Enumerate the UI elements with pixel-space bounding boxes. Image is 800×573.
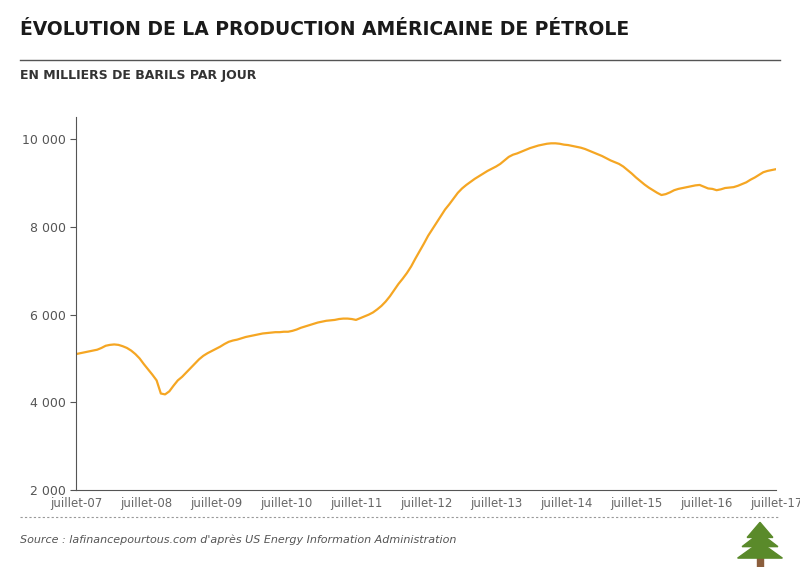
Polygon shape bbox=[747, 523, 773, 537]
Polygon shape bbox=[738, 542, 782, 558]
Text: ÉVOLUTION DE LA PRODUCTION AMÉRICAINE DE PÉTROLE: ÉVOLUTION DE LA PRODUCTION AMÉRICAINE DE… bbox=[20, 20, 629, 39]
Text: Source : lafinancepourtous.com d'après US Energy Information Administration: Source : lafinancepourtous.com d'après U… bbox=[20, 534, 456, 544]
Polygon shape bbox=[742, 533, 778, 547]
Bar bbox=[757, 556, 763, 567]
Text: EN MILLIERS DE BARILS PAR JOUR: EN MILLIERS DE BARILS PAR JOUR bbox=[20, 69, 256, 82]
